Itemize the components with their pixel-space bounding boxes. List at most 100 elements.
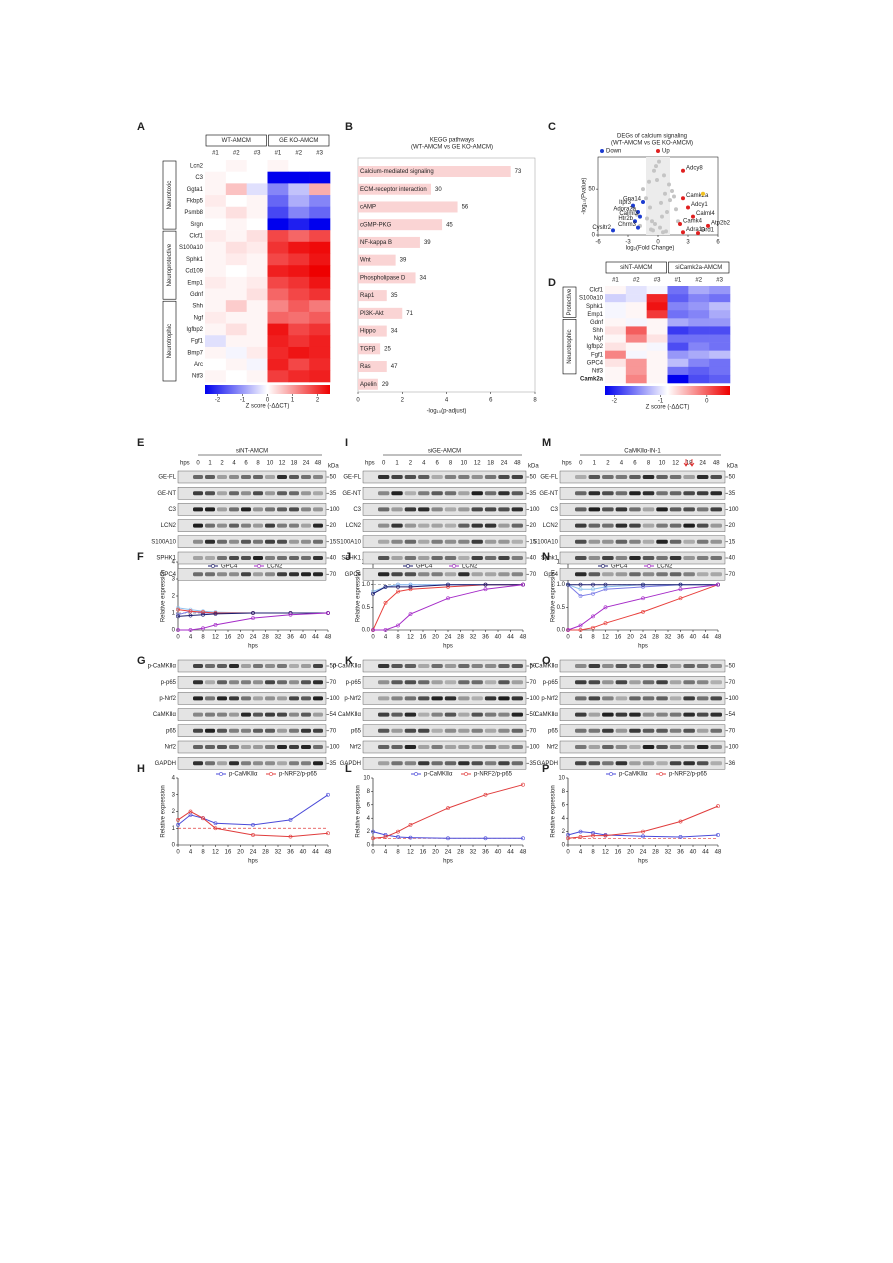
point xyxy=(641,199,645,204)
point-label: Itpr3 xyxy=(619,200,632,206)
bar xyxy=(358,254,396,266)
panel-label: F xyxy=(137,551,144,563)
blot-band xyxy=(471,728,483,733)
heat-cell xyxy=(605,286,627,295)
heat-cell xyxy=(709,294,731,303)
blot-band xyxy=(217,523,227,528)
blot-band xyxy=(217,761,227,766)
blot-band xyxy=(241,761,251,766)
blot-band xyxy=(588,523,601,528)
blot-band xyxy=(511,761,523,766)
blot-band xyxy=(313,696,323,701)
chart-title: KEGG pathways xyxy=(430,138,474,144)
blot-band xyxy=(511,712,523,717)
row-name: GAPDH xyxy=(340,761,361,767)
point xyxy=(674,207,678,212)
point xyxy=(408,612,413,617)
bar-category: Calcium-mediated signaling xyxy=(360,169,434,175)
heat-cell xyxy=(205,171,227,184)
blot-band xyxy=(588,728,601,733)
blot-band xyxy=(642,728,655,733)
heat-cell xyxy=(605,374,627,384)
heat-cell xyxy=(246,323,268,336)
heat-cell xyxy=(246,358,268,371)
blot-band xyxy=(404,507,417,512)
blot-band xyxy=(629,539,641,544)
x-tick-label: 40 xyxy=(300,850,307,856)
heat-cell xyxy=(288,370,310,383)
blot-band xyxy=(696,556,709,560)
heat-cell xyxy=(309,370,331,383)
point xyxy=(603,582,608,587)
arrow-marker xyxy=(689,459,695,467)
x-tick-label: 4 xyxy=(189,850,193,856)
heat-cell xyxy=(667,366,689,376)
blot-band xyxy=(471,491,483,496)
blot-band xyxy=(710,664,722,668)
y-axis-label: Relative expression xyxy=(161,785,167,837)
row-label: Psmb8 xyxy=(184,210,203,216)
legend-marker xyxy=(609,772,613,776)
blot-band xyxy=(265,696,275,701)
blot-band xyxy=(696,745,709,749)
blot-band xyxy=(669,664,682,668)
x-tick-label: 12 xyxy=(407,635,414,641)
lane-label: 24 xyxy=(501,461,508,467)
blot-band xyxy=(418,507,430,512)
point xyxy=(641,187,645,192)
blot-band xyxy=(418,745,430,749)
point xyxy=(670,188,674,193)
point xyxy=(288,612,293,617)
row-name: p-Nrf2 xyxy=(159,696,176,702)
blot-band xyxy=(629,680,641,685)
point xyxy=(638,214,642,219)
blot-band xyxy=(511,572,523,577)
blot-band xyxy=(418,491,430,496)
point xyxy=(603,585,608,589)
point xyxy=(716,582,720,587)
heat-cell xyxy=(288,183,310,196)
blot-band xyxy=(205,728,215,733)
row-label: Cd109 xyxy=(185,269,203,275)
heat-cell xyxy=(625,350,647,360)
heat-cell xyxy=(309,183,331,196)
blot-band xyxy=(229,696,239,701)
kda-value: 20 xyxy=(330,523,337,529)
x-tick-label: 40 xyxy=(690,850,697,856)
blot-band xyxy=(669,491,682,496)
blot-band xyxy=(629,507,641,512)
blot-band xyxy=(217,728,227,733)
kda-value: 35 xyxy=(729,491,736,497)
point xyxy=(251,611,255,615)
blot-band xyxy=(642,539,655,544)
y-tick-label: 2 xyxy=(172,594,176,600)
heat-cell xyxy=(267,311,289,324)
blot-strip xyxy=(559,757,726,770)
blot-band xyxy=(205,696,215,701)
blot-band xyxy=(602,572,614,577)
series-line xyxy=(372,831,523,839)
point xyxy=(483,792,488,797)
x-tick-label: 12 xyxy=(602,850,609,856)
kda-value: 70 xyxy=(530,680,537,686)
blot-band xyxy=(229,556,239,560)
blot-band xyxy=(511,556,523,560)
blot-band xyxy=(498,556,510,560)
kda-value: 35 xyxy=(530,761,537,767)
heat-cell xyxy=(646,374,668,384)
blot-band xyxy=(629,712,641,717)
x-tick-label: 28 xyxy=(457,635,464,641)
blot-band xyxy=(391,491,403,496)
column-label: #3 xyxy=(254,151,261,157)
blot-band xyxy=(498,728,510,733)
row-name: p-p65 xyxy=(346,680,362,686)
point xyxy=(578,594,583,598)
heat-cell xyxy=(288,346,310,359)
blot-band xyxy=(669,539,682,544)
blot-band xyxy=(313,475,323,479)
bar-category: ECM-receptor interaction xyxy=(360,187,427,193)
blot-band xyxy=(642,556,655,560)
blot-band xyxy=(471,572,483,577)
heat-cell xyxy=(246,230,268,243)
